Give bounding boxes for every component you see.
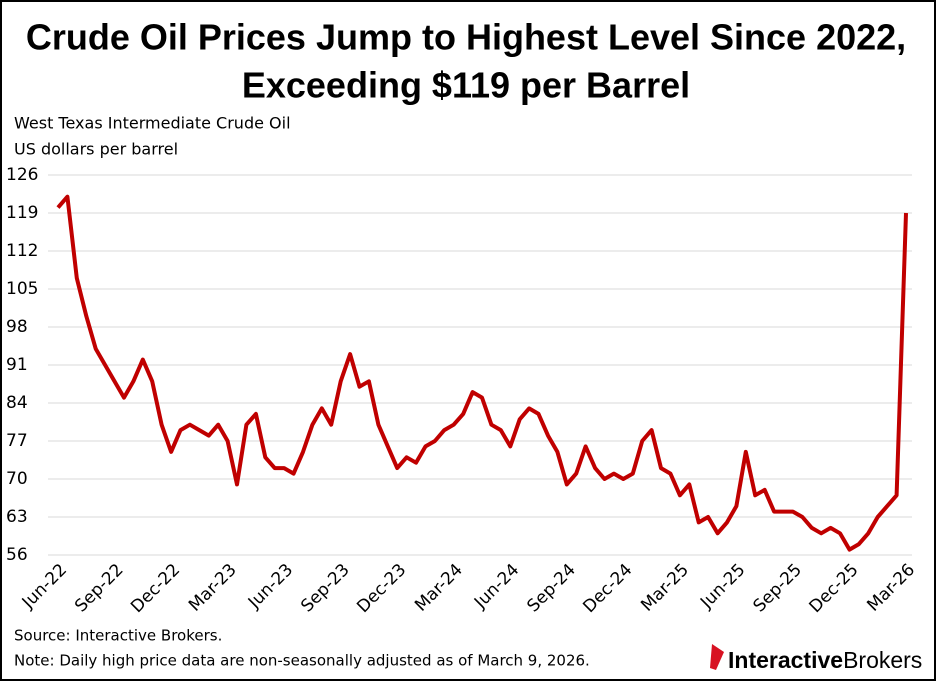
subtitle: West Texas Intermediate Crude Oil <box>14 114 291 133</box>
y-tick-label: 91 <box>6 355 28 375</box>
logo-icon <box>710 644 724 670</box>
y-tick-label: 70 <box>6 469 28 489</box>
y-tick-label: 119 <box>6 203 38 223</box>
y-tick-label: 105 <box>6 279 38 299</box>
y-tick-label: 77 <box>6 431 28 451</box>
logo: InteractiveBrokers <box>728 647 922 673</box>
subtitle: US dollars per barrel <box>14 140 178 159</box>
y-tick-label: 98 <box>6 317 28 337</box>
y-tick-label: 126 <box>6 165 38 185</box>
logo-part: Interactive <box>728 647 843 673</box>
y-tick-label: 84 <box>6 393 28 413</box>
chart-title: Crude Oil Prices Jump to Highest Level S… <box>26 17 906 58</box>
y-tick-label: 112 <box>6 241 38 261</box>
logo-part: Brokers <box>843 647 922 673</box>
line <box>56 194 908 552</box>
y-tick-label: 63 <box>6 507 28 527</box>
note: Note: Daily high price data are non-seas… <box>14 652 590 670</box>
source: Source: Interactive Brokers. <box>14 627 222 645</box>
chart-title: Exceeding $119 per Barrel <box>242 65 690 106</box>
y-tick-label: 56 <box>6 545 28 565</box>
